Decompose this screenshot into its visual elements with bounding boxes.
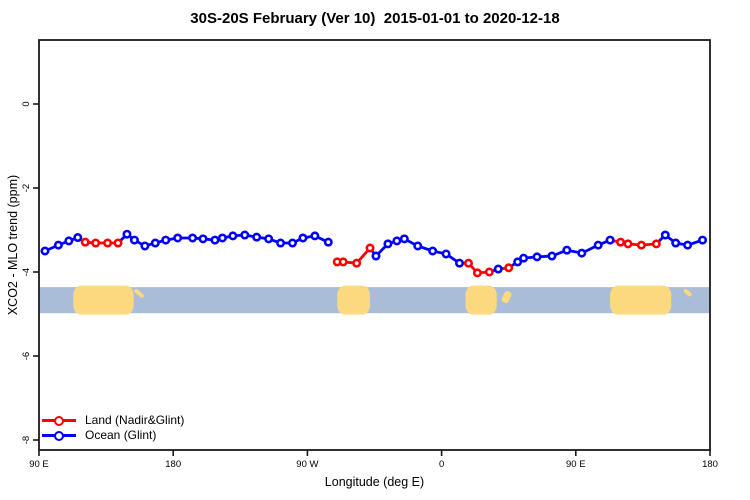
data-point-ocean xyxy=(392,236,402,246)
data-point-ocean xyxy=(287,238,297,248)
y-tick-label: -8 xyxy=(21,436,32,444)
land-patch-south-america xyxy=(337,285,371,315)
x-tick-label: 180 xyxy=(165,459,181,470)
data-point-land xyxy=(80,237,90,247)
data-point-ocean xyxy=(683,240,693,250)
data-point-ocean xyxy=(671,238,681,248)
data-point-ocean xyxy=(252,232,262,242)
data-point-land xyxy=(352,258,362,268)
data-point-ocean xyxy=(562,245,572,255)
data-point-ocean xyxy=(298,233,308,243)
data-point-ocean xyxy=(122,229,132,239)
data-point-ocean xyxy=(161,235,171,245)
x-tick-label: 90 E xyxy=(29,459,49,470)
chart-title: 30S-20S February (Ver 10) 2015-01-01 to … xyxy=(190,10,560,27)
land-patch-island-wrap xyxy=(683,288,692,297)
data-point-land xyxy=(651,239,661,249)
data-point-land xyxy=(113,238,123,248)
data-point-ocean xyxy=(371,251,381,261)
y-tick-label: -2 xyxy=(21,184,32,192)
y-tick-label: 0 xyxy=(21,101,32,106)
data-point-land xyxy=(463,258,473,268)
data-point-ocean xyxy=(660,230,670,240)
legend-land-label: Land (Nadir&Glint) xyxy=(85,413,185,427)
legend-land-marker-icon xyxy=(42,415,76,426)
data-point-land xyxy=(623,239,633,249)
data-point-ocean xyxy=(428,246,438,256)
data-point-ocean xyxy=(150,238,160,248)
legend-ocean-label: Ocean (Glint) xyxy=(85,428,157,442)
data-point-land xyxy=(365,243,375,253)
land-patch-australia xyxy=(73,285,134,315)
data-point-land xyxy=(103,238,113,248)
land-patch-island-east-aus xyxy=(134,288,144,298)
data-point-ocean xyxy=(698,235,708,245)
data-point-land xyxy=(484,267,494,277)
data-point-ocean xyxy=(383,239,393,249)
chart-legend: Land (Nadir&Glint) Ocean (Glint) xyxy=(42,413,184,443)
data-point-ocean xyxy=(240,230,250,240)
ocean-strip xyxy=(40,287,709,314)
data-point-land xyxy=(504,263,514,273)
data-point-ocean xyxy=(519,253,529,263)
data-point-ocean xyxy=(532,252,542,262)
data-point-ocean xyxy=(40,246,50,256)
data-point-ocean xyxy=(441,249,451,259)
data-point-ocean xyxy=(198,234,208,244)
legend-item-land: Land (Nadir&Glint) xyxy=(42,413,184,428)
data-point-ocean xyxy=(399,234,409,244)
data-point-ocean xyxy=(577,248,587,258)
x-tick-label: 0 xyxy=(439,459,444,470)
x-tick-label: 90 W xyxy=(296,459,318,470)
data-point-ocean xyxy=(276,238,286,248)
data-point-ocean xyxy=(64,236,74,246)
data-point-ocean xyxy=(454,258,464,268)
data-point-ocean xyxy=(217,233,227,243)
data-point-land xyxy=(91,238,101,248)
data-point-ocean xyxy=(129,235,139,245)
data-point-ocean xyxy=(228,231,238,241)
legend-item-ocean: Ocean (Glint) xyxy=(42,428,184,443)
data-point-ocean xyxy=(210,235,220,245)
data-point-ocean xyxy=(513,257,523,267)
data-point-ocean xyxy=(264,234,274,244)
data-point-ocean xyxy=(188,233,198,243)
plot-border xyxy=(38,39,711,451)
data-point-ocean xyxy=(140,241,150,251)
data-point-ocean xyxy=(413,241,423,251)
data-point-ocean xyxy=(493,264,503,274)
data-point-ocean xyxy=(605,235,615,245)
data-point-land xyxy=(616,237,626,247)
y-tick-label: -6 xyxy=(21,352,32,360)
data-point-ocean xyxy=(173,233,183,243)
data-point-ocean xyxy=(593,240,603,250)
data-point-land xyxy=(636,240,646,250)
x-tick-label: 180 xyxy=(702,459,718,470)
data-point-ocean xyxy=(310,231,320,241)
y-tick-label: -4 xyxy=(21,268,32,276)
land-patch-madagascar xyxy=(501,291,512,304)
data-point-ocean xyxy=(73,233,83,243)
data-point-ocean xyxy=(547,251,557,261)
legend-ocean-marker-icon xyxy=(42,430,76,441)
data-point-land xyxy=(338,257,348,267)
x-tick-label: 90 E xyxy=(566,459,586,470)
data-point-land xyxy=(472,268,482,278)
land-patch-australia-wrap xyxy=(610,285,672,315)
data-point-ocean xyxy=(53,240,63,250)
x-axis-label: Longitude (deg E) xyxy=(324,475,425,489)
data-point-ocean xyxy=(323,237,333,247)
land-patch-southern-africa xyxy=(465,285,497,315)
